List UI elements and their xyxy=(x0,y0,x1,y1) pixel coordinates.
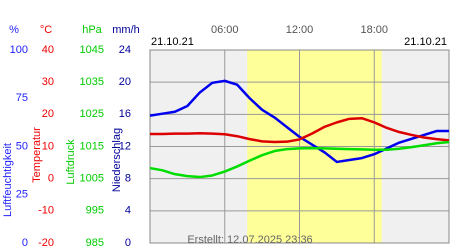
axis-unit: % xyxy=(9,24,19,36)
y-tick-label: 995 xyxy=(86,205,104,217)
axis-unit: °C xyxy=(40,24,52,36)
y-tick-label: 0 xyxy=(22,237,28,249)
series-line xyxy=(150,116,450,144)
y-tick-label: 1025 xyxy=(80,108,104,120)
axis-title: Luftdruck xyxy=(65,139,77,185)
y-tick-label: 50 xyxy=(16,140,28,152)
x-tick-label: 06:00 xyxy=(211,24,239,36)
y-tick-label: 0 xyxy=(125,237,131,249)
y-tick-label: 24 xyxy=(119,44,131,56)
y-tick-label: 4 xyxy=(125,205,131,217)
y-tick-label: 1045 xyxy=(80,44,104,56)
series-line xyxy=(149,140,450,179)
y-tick-label: 75 xyxy=(16,92,28,104)
y-tick-label: -10 xyxy=(38,205,54,217)
y-tick-label: 25 xyxy=(16,189,28,201)
y-tick-label: 30 xyxy=(42,76,54,88)
x-tick-label: 18:00 xyxy=(360,24,388,36)
plot-border xyxy=(149,49,450,244)
y-tick-label: 1005 xyxy=(80,173,104,185)
y-tick-label: 10 xyxy=(42,140,54,152)
axis-title: Temperatur xyxy=(31,127,43,183)
y-tick-label: 1015 xyxy=(80,140,104,152)
y-tick-label: 8 xyxy=(125,173,131,185)
x-tick-label: 12:00 xyxy=(286,24,314,36)
axis-title: Niederschlag xyxy=(111,128,123,192)
y-tick-label: 0 xyxy=(48,173,54,185)
y-tick-label: 12 xyxy=(119,140,131,152)
y-tick-label: 16 xyxy=(119,108,131,120)
axis-title: Luftfeuchtigkeit xyxy=(2,143,14,217)
y-tick-label: 100 xyxy=(10,44,28,56)
y-tick-label: 40 xyxy=(42,44,54,56)
y-tick-label: 1035 xyxy=(80,76,104,88)
series-line xyxy=(149,79,449,164)
y-tick-label: 985 xyxy=(86,237,104,249)
y-tick-label: -20 xyxy=(38,237,54,249)
axis-unit: mm/h xyxy=(112,24,140,36)
y-tick-label: 20 xyxy=(119,76,131,88)
axis-unit: hPa xyxy=(82,24,102,36)
date-end: 21.10.21 xyxy=(404,36,447,48)
y-tick-label: 20 xyxy=(42,108,54,120)
footer: Erstellt: 12.07.2025 23:36 xyxy=(187,234,312,246)
date-start: 21.10.21 xyxy=(151,36,194,48)
